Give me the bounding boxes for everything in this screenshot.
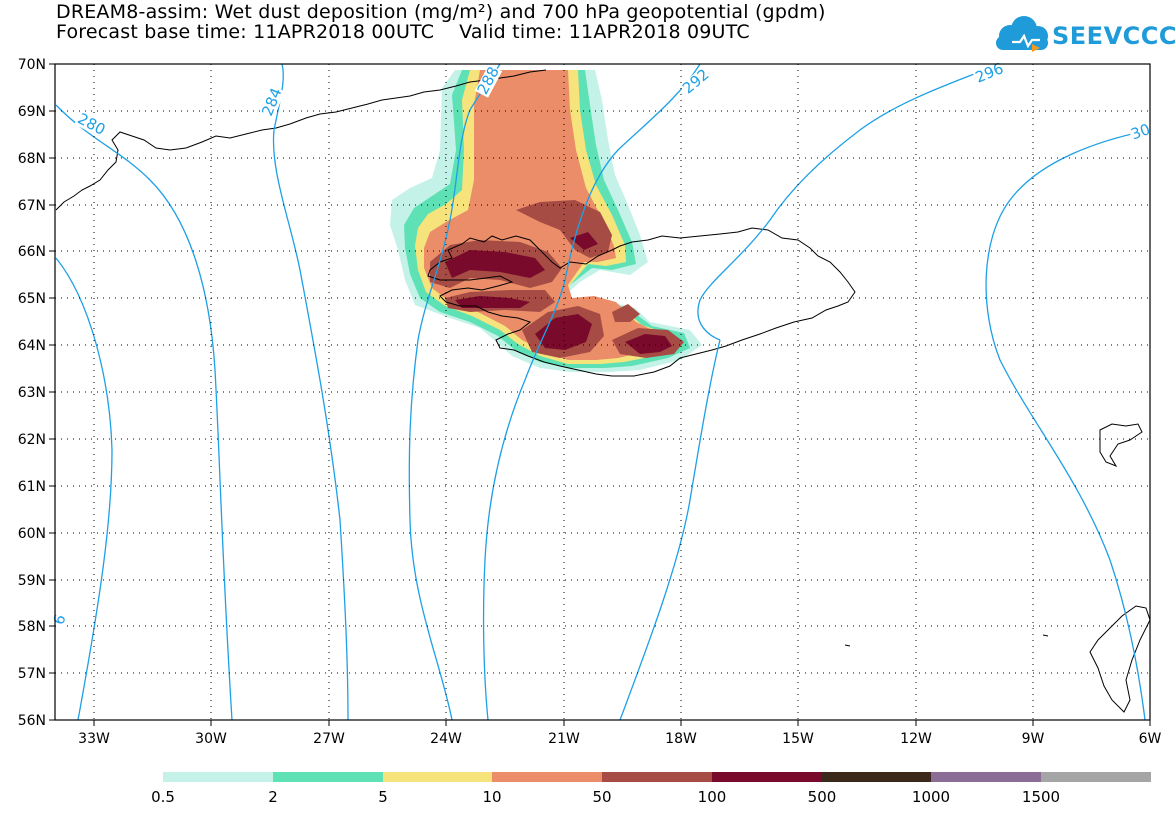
legend-label: 10 <box>482 788 502 806</box>
lon-label: 9W <box>1022 731 1045 747</box>
contour-276 <box>55 257 113 720</box>
lat-label: 69N <box>18 104 46 120</box>
graticule <box>55 64 1150 720</box>
legend-label: 500 <box>807 788 837 806</box>
greenland-coast <box>55 69 547 211</box>
lat-label: 60N <box>18 526 46 542</box>
legend-swatch <box>602 772 712 782</box>
map-subtitle-times: Forecast base time: 11APR2018 00UTC Vali… <box>56 21 750 43</box>
legend-swatch <box>821 772 932 782</box>
lat-label: 58N <box>18 619 46 635</box>
contour-292 <box>482 64 701 720</box>
cloud-logo-icon <box>996 16 1048 52</box>
iceland-coast <box>427 227 856 377</box>
legend-swatch <box>492 772 603 782</box>
lon-label: 30W <box>195 731 227 747</box>
axis-ticks <box>49 63 1151 726</box>
island-dot <box>844 644 851 647</box>
faroe-coast <box>1099 423 1143 468</box>
contour-288 <box>408 64 501 720</box>
legend-label: 1000 <box>911 788 951 806</box>
lon-label: 33W <box>78 731 110 747</box>
lon-label: 6W <box>1139 731 1162 747</box>
contour-296 <box>697 64 1001 341</box>
lon-label: 21W <box>548 731 580 747</box>
legend-label: 0.5 <box>151 788 175 806</box>
legend-label: 2 <box>268 788 278 806</box>
geopotential-contours <box>55 64 1150 720</box>
lon-label: 18W <box>665 731 697 747</box>
legend-label: 100 <box>697 788 727 806</box>
lat-label: 65N <box>18 291 46 307</box>
contour-label: 30 <box>1129 120 1153 143</box>
legend-colorbar <box>163 772 1152 782</box>
legend-swatch <box>711 772 822 782</box>
legend-swatch <box>382 772 493 782</box>
lon-label: 24W <box>430 731 462 747</box>
lat-label: 61N <box>18 479 46 495</box>
lat-label: 57N <box>18 666 46 682</box>
lat-label: 64N <box>18 338 46 354</box>
legend-swatch <box>931 772 1042 782</box>
lat-label: 68N <box>18 151 46 167</box>
legend-swatch <box>272 772 383 782</box>
lat-label: 70N <box>18 57 46 73</box>
lon-label: 15W <box>782 731 814 747</box>
lat-label: 63N <box>18 385 46 401</box>
contour-292b <box>619 339 721 720</box>
lon-label: 12W <box>900 731 932 747</box>
contour-284 <box>272 64 349 720</box>
contour-280 <box>55 104 233 720</box>
lon-label: 27W <box>313 731 345 747</box>
legend-label: 1500 <box>1021 788 1061 806</box>
map-title: DREAM8-assim: Wet dust deposition (mg/m²… <box>56 1 826 23</box>
contour-300 <box>985 129 1150 720</box>
scotland-coast <box>1089 605 1150 713</box>
logo-text: SEEVCCC <box>1052 22 1175 50</box>
legend-swatch <box>1041 772 1152 782</box>
lat-label: 66N <box>18 244 46 260</box>
legend-label: 5 <box>378 788 388 806</box>
island-dot-2 <box>1042 634 1049 637</box>
legend-label: 50 <box>592 788 612 806</box>
lat-label: 62N <box>18 432 46 448</box>
legend-swatch <box>163 772 273 782</box>
lat-label: 56N <box>18 713 46 729</box>
dust-deposition-field <box>390 70 702 372</box>
lat-label: 67N <box>18 198 46 214</box>
coastlines <box>55 69 1150 713</box>
contour-label: 292 <box>679 65 713 97</box>
lat-label: 59N <box>18 573 46 589</box>
